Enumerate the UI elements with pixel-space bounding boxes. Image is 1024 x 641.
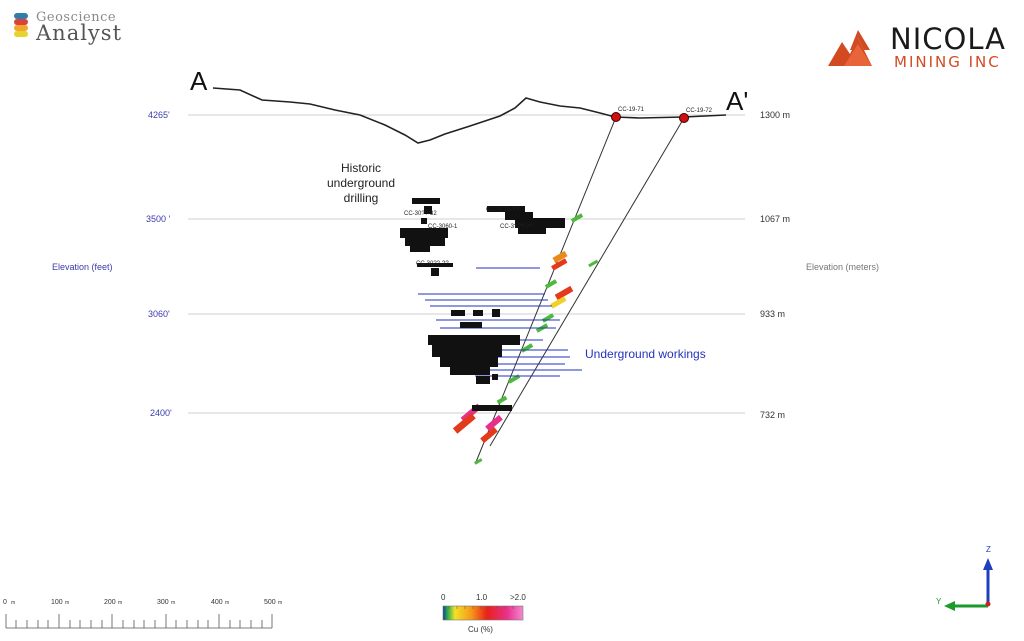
scale-bar — [5, 614, 273, 629]
underground-workings-label: Underground workings — [585, 347, 706, 361]
feet-axis-title: Elevation (feet) — [52, 262, 113, 272]
scale-unit-4: m — [225, 600, 229, 606]
geoscience-analyst-logo: Geoscience Analyst — [12, 10, 132, 45]
scale-tick-4: 400 — [211, 599, 223, 606]
hole-label-cc-19-72: CC-19-72 — [686, 108, 713, 114]
axis-y-label: Y — [936, 597, 942, 606]
elevation-feet-label-3: 2400' — [150, 408, 172, 418]
sample-label-1: CC-3060-1 — [428, 224, 458, 230]
historic-drilling-label-line2: underground — [327, 176, 395, 190]
colorbar-tick-0: 0 — [441, 593, 446, 602]
geoscience-wordmark: Geoscience — [36, 10, 117, 25]
scale-tick-1: 100 — [51, 599, 63, 606]
sample-label-4: CC-3???-?? — [500, 224, 533, 230]
analyst-wordmark: Analyst — [36, 21, 123, 45]
drill-trace-cc-19-72 — [489, 117, 685, 447]
axis-triad: Z Y — [936, 545, 993, 611]
assay-intervals — [452, 213, 599, 465]
topography-profile — [212, 87, 727, 144]
elevation-feet-label-0: 4265' — [148, 110, 170, 120]
historic-drill-data — [400, 198, 565, 411]
scale-unit-1: m — [65, 600, 69, 606]
drill-holes — [475, 116, 685, 463]
elevation-feet-label-1: 3500 ' — [146, 214, 171, 224]
colorbar-tick-2: >2.0 — [510, 593, 526, 602]
scale-tick-0: 0 — [3, 599, 7, 606]
sample-label-3: CC-3??0-?? — [486, 207, 519, 213]
scale-unit-3: m — [171, 600, 175, 606]
scale-tick-2: 200 — [104, 599, 116, 606]
elevation-meters-label-3: 732 m — [760, 410, 785, 420]
mountain-logo-icon — [828, 30, 872, 66]
axis-z-label: Z — [986, 545, 991, 554]
elevation-meters-label-2: 933 m — [760, 309, 785, 319]
elevation-meters-label-0: 1300 m — [760, 110, 790, 120]
scale-unit-2: m — [118, 600, 122, 606]
meters-axis-title: Elevation (meters) — [806, 262, 879, 272]
cu-colorbar — [442, 605, 524, 621]
scale-tick-5: 500 — [264, 599, 276, 606]
colorbar-label: Cu (%) — [468, 625, 493, 634]
mining-inc-wordmark: MINING INC — [894, 53, 1001, 71]
sample-label-2: CC-30??-?? — [416, 261, 449, 267]
scale-unit-5: m — [278, 600, 282, 606]
historic-drilling-label-line3: drilling — [344, 191, 379, 205]
section-start-label: A — [190, 66, 208, 96]
elevation-gridlines — [188, 114, 745, 414]
historic-drilling-label-line1: Historic — [341, 161, 381, 175]
collar-cc-19-72[interactable] — [679, 113, 689, 123]
elevation-feet-label-2: 3060' — [148, 309, 170, 319]
scale-tick-3: 300 — [157, 599, 169, 606]
scale-unit-0: m — [11, 600, 15, 606]
layer-stack-icon — [14, 13, 28, 37]
drill-trace-cc-19-71 — [475, 116, 617, 463]
colorbar-tick-1: 1.0 — [476, 593, 488, 602]
sample-label-0: CC-30??-32 — [404, 211, 437, 217]
hole-label-cc-19-71: CC-19-71 — [618, 107, 645, 113]
section-end-label: A' — [726, 86, 748, 116]
nicola-mining-logo: NICOLA MINING INC — [828, 22, 1018, 71]
elevation-meters-label-1: 1067 m — [760, 214, 790, 224]
nicola-wordmark: NICOLA — [890, 22, 1006, 56]
collar-cc-19-71[interactable] — [611, 112, 621, 122]
